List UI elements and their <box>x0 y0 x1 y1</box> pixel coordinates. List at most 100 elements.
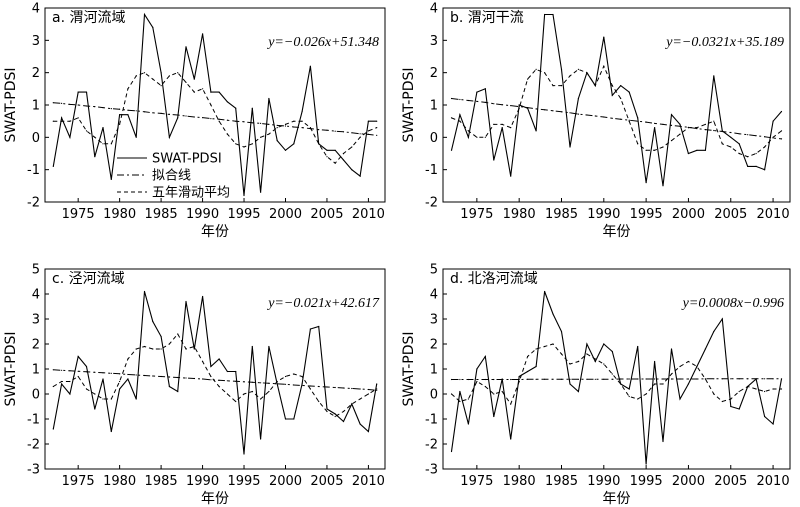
series-line <box>53 102 377 136</box>
data-point <box>577 390 580 393</box>
x-tick-label: 1995 <box>630 207 663 222</box>
data-point <box>569 363 571 365</box>
data-point <box>535 348 537 350</box>
data-point <box>493 378 495 381</box>
y-tick-label: 5 <box>430 263 438 278</box>
data-point <box>127 373 129 376</box>
data-point <box>780 110 783 113</box>
data-point <box>696 378 698 380</box>
data-point <box>152 112 154 114</box>
data-point <box>69 136 71 138</box>
data-point <box>276 380 278 383</box>
data-point <box>679 133 681 135</box>
data-point <box>544 13 546 16</box>
data-point <box>309 65 311 67</box>
data-point <box>755 388 757 390</box>
data-point <box>560 330 563 333</box>
data-point <box>52 165 54 167</box>
data-point <box>654 383 656 385</box>
data-point <box>334 149 336 151</box>
data-point <box>110 143 112 145</box>
data-point <box>738 143 740 145</box>
data-point <box>210 379 212 381</box>
y-tick-label: -3 <box>425 463 438 478</box>
data-point <box>637 398 639 400</box>
series-3 <box>52 333 378 418</box>
y-tick-label: -2 <box>425 438 438 453</box>
data-point <box>704 378 707 380</box>
data-point <box>342 159 345 161</box>
data-point <box>77 355 79 358</box>
data-point <box>342 420 345 423</box>
data-point <box>544 72 546 74</box>
data-point <box>747 378 749 380</box>
y-tick-label: 1 <box>32 363 40 378</box>
x-tick-label: 2010 <box>352 474 385 489</box>
data-point <box>645 182 647 184</box>
data-point <box>218 120 220 122</box>
data-point <box>102 107 104 109</box>
data-point <box>135 75 137 77</box>
data-point <box>210 118 212 120</box>
data-point <box>459 390 461 393</box>
data-point <box>670 373 673 375</box>
data-point <box>637 143 639 145</box>
y-tick-label: -2 <box>425 196 438 211</box>
data-point <box>276 140 278 142</box>
data-point <box>168 113 170 115</box>
data-point <box>510 378 512 381</box>
y-tick-label: 2 <box>32 338 40 353</box>
data-point <box>679 365 681 368</box>
data-point <box>780 138 783 140</box>
data-point <box>260 438 262 440</box>
data-point <box>780 388 783 390</box>
data-point <box>168 385 170 388</box>
series-3 <box>52 72 378 164</box>
data-point <box>586 343 588 345</box>
data-point <box>342 387 345 389</box>
data-point <box>260 191 262 193</box>
data-point <box>611 378 613 380</box>
data-point <box>738 390 740 393</box>
data-point <box>160 112 162 114</box>
data-point <box>721 400 723 403</box>
data-point <box>284 383 287 385</box>
data-point <box>603 363 605 365</box>
data-point <box>493 159 495 161</box>
y-axis-label: SWAT-PDSI <box>3 331 19 406</box>
data-point <box>450 149 453 151</box>
x-tick-label: 1985 <box>145 207 178 222</box>
data-point <box>52 428 54 430</box>
data-point <box>61 102 63 104</box>
data-point <box>535 68 537 70</box>
data-point <box>326 156 328 158</box>
chart-panel-3: -3 -2 -1 0 1 2 3 4 5 1975 1980 1985 1990 1995 2000 2005… <box>3 263 386 507</box>
data-point <box>202 360 204 363</box>
x-tick-label: 1985 <box>545 207 578 222</box>
data-point <box>135 398 137 400</box>
data-point <box>202 117 204 119</box>
data-point <box>61 380 63 383</box>
data-point <box>135 136 137 138</box>
data-point <box>185 81 187 83</box>
y-tick-label: 4 <box>32 2 40 17</box>
data-point <box>251 381 253 383</box>
data-point <box>535 108 537 110</box>
data-point <box>484 101 486 103</box>
data-point <box>85 365 88 368</box>
regression-equation: y=−0.0321x+35.189 <box>664 35 784 50</box>
data-point <box>260 398 262 400</box>
data-point <box>351 169 353 171</box>
data-point <box>467 398 469 400</box>
data-point <box>501 127 503 129</box>
series-line <box>451 378 782 380</box>
data-point <box>603 36 605 38</box>
data-point <box>251 345 253 348</box>
data-point <box>755 152 757 155</box>
data-point <box>772 120 774 122</box>
data-point <box>552 13 554 16</box>
regression-equation: y=−0.021x+42.617 <box>266 296 380 311</box>
data-point <box>645 121 647 123</box>
data-point <box>334 386 336 389</box>
